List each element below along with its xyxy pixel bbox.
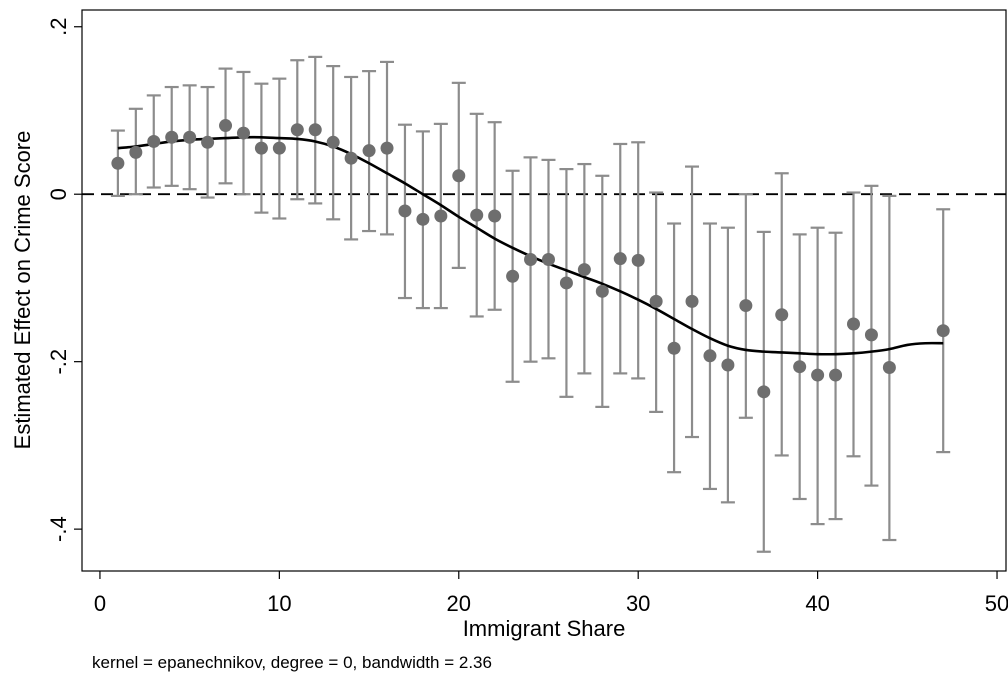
data-point-44 [882, 361, 896, 375]
data-point-25 [541, 253, 555, 267]
data-point-12 [308, 123, 322, 137]
data-point-16 [380, 141, 394, 155]
data-point-23 [506, 269, 520, 283]
data-point-18 [416, 212, 430, 226]
data-point-15 [362, 144, 376, 158]
x-axis-title: Immigrant Share [463, 616, 626, 641]
y-tick-label-0: .2 [46, 18, 71, 36]
x-tick-label-50: 50 [985, 591, 1008, 616]
marker-layer [111, 119, 950, 399]
data-point-24 [524, 253, 538, 267]
data-point-26 [559, 276, 573, 290]
data-point-7 [219, 119, 233, 133]
data-point-10 [272, 141, 286, 155]
data-point-27 [577, 263, 591, 277]
data-point-2 [129, 145, 143, 159]
x-tick-label-0: 0 [94, 591, 106, 616]
data-point-17 [398, 204, 412, 218]
data-point-38 [775, 308, 789, 322]
data-point-40 [811, 368, 825, 382]
x-axis: 0 10 20 30 40 50 [94, 571, 1008, 616]
plot-area [81, 9, 1007, 572]
data-point-33 [685, 294, 699, 308]
data-point-11 [290, 123, 304, 137]
data-point-13 [326, 135, 340, 149]
y-axis-title: Estimated Effect on Crime Score [10, 131, 35, 450]
y-tick-label-1: 0 [46, 188, 71, 200]
data-point-32 [667, 341, 681, 355]
y-axis: .2 0 -.2 -.4 [46, 18, 82, 542]
data-point-22 [488, 209, 502, 223]
data-point-31 [649, 294, 663, 308]
errorbar-layer [110, 55, 951, 553]
x-tick-label-40: 40 [805, 591, 829, 616]
data-point-29 [613, 252, 627, 266]
data-point-39 [793, 360, 807, 374]
chart-note: kernel = epanechnikov, degree = 0, bandw… [92, 653, 492, 672]
data-point-35 [721, 358, 735, 372]
data-point-43 [864, 328, 878, 342]
data-point-5 [183, 130, 197, 144]
x-tick-label-30: 30 [626, 591, 650, 616]
data-point-34 [703, 349, 717, 363]
data-point-30 [631, 253, 645, 267]
data-point-37 [757, 385, 771, 399]
data-point-42 [846, 317, 860, 331]
data-point-19 [434, 209, 448, 223]
data-point-6 [201, 135, 215, 149]
x-tick-label-10: 10 [267, 591, 291, 616]
data-point-36 [739, 299, 753, 313]
data-point-8 [236, 126, 250, 140]
y-tick-label-2: -.2 [46, 349, 71, 375]
data-point-3 [147, 134, 161, 148]
data-point-20 [452, 169, 466, 183]
data-point-4 [165, 130, 179, 144]
data-point-21 [470, 208, 484, 222]
data-point-9 [254, 141, 268, 155]
data-point-41 [829, 368, 843, 382]
data-point-45 [936, 324, 950, 338]
data-point-14 [344, 151, 358, 165]
data-point-28 [595, 284, 609, 298]
x-tick-label-20: 20 [447, 591, 471, 616]
data-point-1 [111, 156, 125, 170]
y-tick-label-3: -.4 [46, 516, 71, 542]
